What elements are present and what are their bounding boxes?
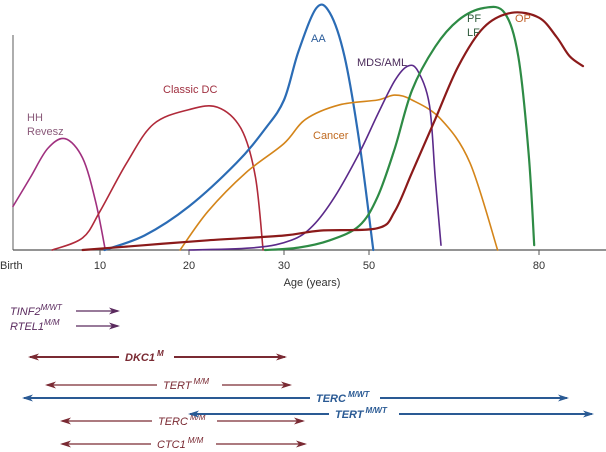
gene-label: TINF2M/WT: [10, 303, 63, 318]
arrowhead-left-icon: [60, 440, 71, 448]
gene-label: TERC M/M: [158, 413, 206, 428]
curve-pf-lf: [263, 5, 536, 252]
gene-arrow-terc-m-wt: TERC M/WT: [22, 390, 569, 405]
arrowhead-right-icon: [276, 353, 287, 361]
gene-arrow-tinf2-m-wt: TINF2M/WT: [10, 303, 120, 318]
curve-mds-aml: [188, 64, 442, 251]
arrowhead-right-icon: [583, 410, 594, 418]
gene-label: DKC1 M: [125, 349, 164, 364]
curve-label-mds-aml: MDS/AML: [357, 57, 407, 69]
curve-cancer: [179, 94, 499, 251]
curve-label-aa: AA: [311, 33, 326, 45]
gene-arrow-dkc1-m: DKC1 M: [28, 349, 287, 364]
gene-arrow-rtel1-m-m: RTEL1M/M: [10, 318, 120, 333]
x-tick-label: 10: [94, 260, 106, 272]
arrowhead-right-icon: [296, 440, 307, 448]
curve-label-classic-dc: Classic DC: [163, 84, 217, 96]
curve-label-pf-lf: PF: [467, 13, 481, 25]
gene-label: RTEL1M/M: [10, 318, 60, 333]
arrowhead-left-icon: [45, 381, 56, 389]
curve-hh-revesz: [12, 137, 107, 251]
x-tick-label: 20: [183, 260, 195, 272]
arrowhead-left-icon: [188, 410, 199, 418]
curve-label-hh-revesz: Revesz: [27, 126, 64, 138]
arrowhead-left-icon: [60, 417, 71, 425]
arrowhead-right-icon: [109, 307, 120, 315]
gene-label: TERC M/WT: [316, 390, 370, 405]
curves: [12, 3, 585, 252]
curve-label-cancer: Cancer: [313, 130, 349, 142]
curve-labels: HH Revesz Classic DC AA Cancer MDS/AML PF LF OP: [27, 13, 531, 142]
curve-classic-dc: [51, 105, 264, 251]
arrowhead-right-icon: [294, 417, 305, 425]
curve-label-hh-revesz: HH: [27, 112, 43, 124]
gene-label: TERT M/WT: [335, 406, 388, 421]
x-axis-title: Age (years): [284, 277, 341, 289]
arrowhead-right-icon: [558, 394, 569, 402]
gene-label: CTC1 M/M: [157, 436, 204, 451]
x-tick-label: 50: [363, 260, 375, 272]
arrowhead-right-icon: [109, 322, 120, 330]
arrowhead-right-icon: [281, 381, 292, 389]
gene-arrow-tert-m-m: TERT M/M: [45, 377, 292, 392]
x-tick-label: 80: [533, 260, 545, 272]
gene-arrow-tert-m-wt: TERT M/WT: [188, 406, 594, 421]
curve-op: [81, 11, 585, 252]
gene-arrow-terc-m-m: TERC M/M: [60, 413, 305, 428]
curve-label-op: OP: [515, 13, 531, 25]
curve-aa: [103, 3, 375, 252]
gene-label: TERT M/M: [163, 377, 209, 392]
x-tick-label: 30: [278, 260, 290, 272]
arrowhead-left-icon: [28, 353, 39, 361]
x-tick-label: Birth: [0, 260, 23, 272]
curve-label-pf-lf: LF: [467, 27, 480, 39]
gene-arrow-ctc1-m-m: CTC1 M/M: [60, 436, 307, 451]
x-ticks: Birth 10 20 30 50 80: [0, 250, 545, 272]
arrowhead-left-icon: [22, 394, 33, 402]
axes: [12, 35, 606, 251]
